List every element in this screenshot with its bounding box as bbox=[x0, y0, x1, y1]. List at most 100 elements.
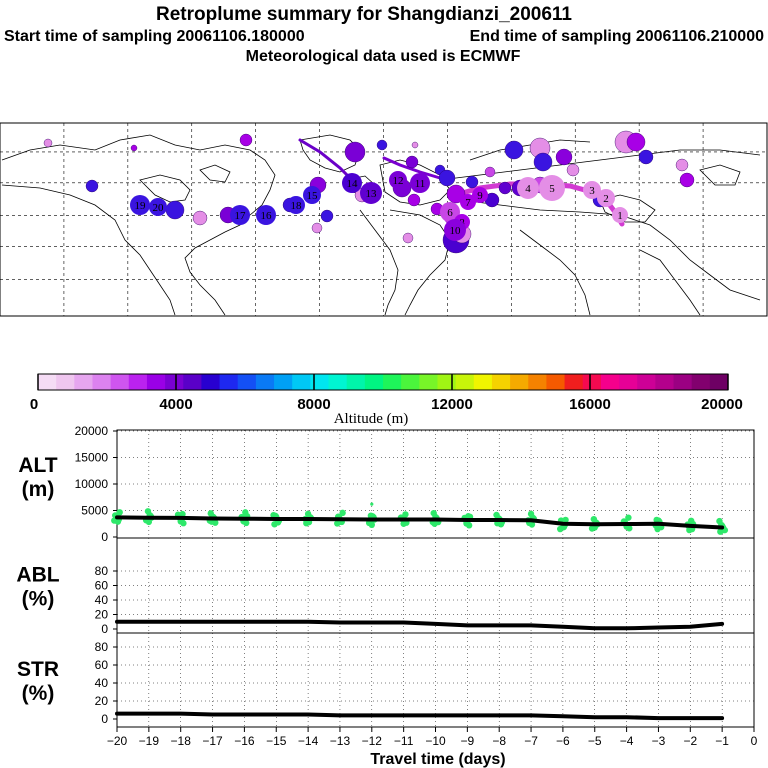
plume-cluster-label: 7 bbox=[465, 197, 471, 209]
plume-particle-marker bbox=[465, 175, 479, 189]
plume-particle-marker bbox=[504, 140, 524, 160]
panel-ylabel: ALT bbox=[18, 454, 57, 477]
panel-abl-mean-line bbox=[115, 619, 725, 631]
x-tick-label: −18 bbox=[171, 734, 192, 748]
plume-cluster-4: 4 bbox=[517, 177, 539, 199]
plume-track bbox=[449, 181, 625, 227]
colorbar-cell bbox=[292, 374, 311, 390]
panel-unit: (m) bbox=[22, 478, 55, 501]
plume-cluster-15: 15 bbox=[303, 186, 321, 204]
time-series-panels: 05000100001500020000ALT(m)020406080ABL(%… bbox=[16, 424, 755, 728]
plume-particle-marker bbox=[566, 163, 580, 177]
colorbar-cell bbox=[183, 374, 202, 390]
y-tick-label: 20000 bbox=[75, 424, 109, 438]
plume-particle-marker bbox=[484, 166, 496, 178]
colorbar-cell bbox=[528, 374, 547, 390]
plume-cluster-label: 12 bbox=[393, 175, 404, 187]
plume-cluster-label: 9 bbox=[477, 190, 483, 202]
colorbar-tick-label: 12000 bbox=[431, 396, 473, 413]
colorbar-tick-label: 16000 bbox=[569, 396, 611, 413]
plume-cluster-marker bbox=[444, 219, 466, 241]
end-time-label: End time of sampling 20061106.210000 bbox=[470, 28, 764, 45]
y-tick-label: 20 bbox=[95, 694, 109, 708]
plume-cluster-marker bbox=[583, 181, 601, 199]
x-tick-label: −15 bbox=[266, 734, 287, 748]
panel-str-mean-line bbox=[115, 711, 725, 721]
plume-cluster-label: 4 bbox=[525, 183, 531, 195]
plume-cluster-marker bbox=[230, 205, 250, 225]
plume-particle-marker bbox=[626, 132, 646, 152]
colorbar-cell bbox=[655, 374, 675, 390]
colorbar-cell bbox=[709, 374, 729, 390]
plume-cluster-marker bbox=[410, 173, 430, 193]
alt-scatter-point bbox=[242, 509, 249, 516]
x-tick-label: −10 bbox=[425, 734, 446, 748]
y-tick-label: 0 bbox=[101, 622, 108, 636]
plume-cluster-marker bbox=[389, 171, 407, 189]
plume-track bbox=[382, 156, 442, 180]
x-tick-label: −1 bbox=[715, 734, 729, 748]
plume-cluster-13: 13 bbox=[360, 182, 382, 204]
plume-cluster-marker bbox=[517, 177, 539, 199]
plume-particle-marker bbox=[130, 144, 138, 152]
plume-particle-marker bbox=[311, 222, 323, 234]
colorbar-cell bbox=[255, 374, 275, 390]
alt-scatter-point bbox=[303, 520, 310, 527]
colorbar-label: Altitude (m) bbox=[334, 411, 409, 427]
plume-particle-marker bbox=[320, 209, 334, 223]
alt-scatter-point bbox=[400, 520, 407, 527]
x-axis-label: Travel time (days) bbox=[370, 751, 505, 768]
alt-scatter-point bbox=[625, 514, 632, 521]
plume-cluster-marker bbox=[539, 175, 565, 201]
plume-particle-marker bbox=[85, 179, 99, 193]
plume-cluster-16: 16 bbox=[256, 205, 276, 225]
plume-cluster-marker bbox=[472, 187, 488, 203]
plume-cluster-2: 2 bbox=[597, 189, 615, 207]
plume-cluster-marker bbox=[460, 194, 476, 210]
colorbar-cell bbox=[92, 374, 112, 390]
plume-particle-marker bbox=[533, 152, 553, 172]
x-tick-label: −4 bbox=[620, 734, 634, 748]
plume-cluster-marker bbox=[440, 202, 460, 222]
colorbar-cell bbox=[201, 374, 221, 390]
colorbar-tick-label: 4000 bbox=[159, 396, 192, 413]
plume-particle-marker bbox=[411, 141, 419, 149]
colorbar-cell bbox=[219, 374, 239, 390]
plume-cluster-17: 17 bbox=[230, 205, 250, 225]
plume-cluster-label: 5 bbox=[549, 183, 555, 195]
plume-cluster-label: 19 bbox=[135, 200, 147, 212]
plume-cluster-20: 20 bbox=[149, 198, 167, 216]
panel-alt: 0 5000 10000 15000 20000 ALT(m) bbox=[18, 424, 755, 544]
plume-cluster-label: 10 bbox=[450, 225, 462, 237]
plume-particle-marker bbox=[192, 210, 208, 226]
panel-str: 0 20 40 60 80 STR(%) bbox=[17, 632, 755, 728]
plume-cluster-label: 16 bbox=[261, 210, 273, 222]
colorbar-cell bbox=[274, 374, 293, 390]
colorbar-cell bbox=[437, 374, 457, 390]
plume-particle-marker bbox=[165, 200, 185, 220]
colorbar-tick-label: 20000 bbox=[701, 396, 743, 413]
plume-cluster-marker bbox=[130, 195, 150, 215]
x-tick-label: −17 bbox=[202, 734, 223, 748]
x-tick-label: −7 bbox=[524, 734, 538, 748]
x-tick-label: −3 bbox=[652, 734, 666, 748]
colorbar-cell bbox=[455, 374, 475, 390]
alt-scatter-point bbox=[370, 502, 374, 506]
plume-particle-marker bbox=[555, 148, 573, 166]
alt-scatter-point bbox=[212, 519, 219, 526]
colorbar-cell bbox=[564, 374, 584, 390]
alt-scatter-point bbox=[339, 509, 346, 517]
colorbar-tick-label: 8000 bbox=[297, 396, 330, 413]
start-time-label: Start time of sampling 20061106.180000 bbox=[4, 28, 305, 45]
plume-cluster-label: 18 bbox=[291, 200, 303, 212]
x-tick-label: −12 bbox=[362, 734, 383, 748]
colorbar-cell bbox=[673, 374, 693, 390]
x-axis: −20 −19 −18 −17 −16 −15 −14 −13 −12 −11 −10 −9 −8 −7−… bbox=[107, 727, 758, 748]
plume-cluster-marker bbox=[597, 189, 615, 207]
plume-cluster-5: 5 bbox=[539, 175, 565, 201]
colorbar-cell bbox=[110, 374, 130, 390]
colorbar-cell bbox=[328, 374, 348, 390]
plume-cluster-marker bbox=[342, 173, 362, 193]
colorbar-cell bbox=[310, 374, 330, 390]
y-tick-label: 20 bbox=[95, 608, 109, 622]
